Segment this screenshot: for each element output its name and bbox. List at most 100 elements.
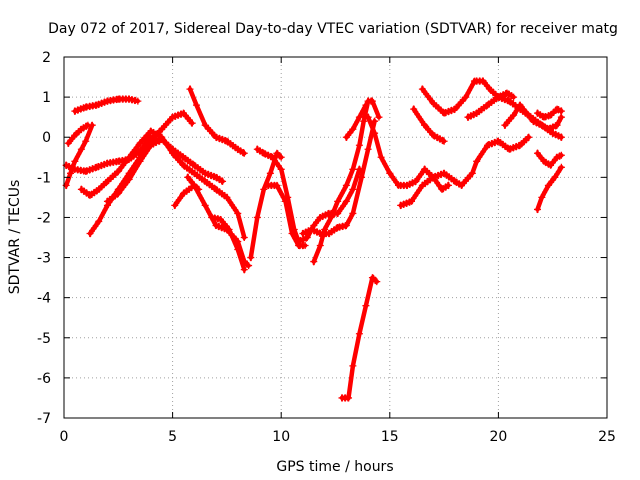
- data-point: [538, 121, 546, 129]
- series-arc-18: [342, 101, 370, 141]
- y-tick-label: -7: [37, 411, 51, 427]
- series-marker-trail: [345, 106, 367, 141]
- data-point: [397, 201, 405, 209]
- series-marker-trail: [536, 168, 563, 214]
- series-marker-trail: [89, 114, 194, 238]
- series-line: [63, 134, 162, 174]
- data-point: [410, 105, 418, 113]
- series-arc-25: [533, 105, 565, 121]
- data-point: [192, 101, 200, 109]
- data-point: [260, 185, 268, 193]
- data-point: [316, 242, 324, 250]
- data-point: [190, 161, 198, 169]
- data-point: [179, 153, 187, 161]
- data-point: [186, 85, 194, 93]
- series-arc-22: [410, 105, 448, 145]
- data-point: [125, 95, 133, 103]
- data-point: [273, 181, 281, 189]
- data-point: [349, 362, 357, 370]
- series-marker-trail: [267, 181, 307, 245]
- data-point: [310, 258, 318, 266]
- series-marker-trail: [312, 102, 380, 266]
- series-arc-14: [264, 181, 309, 250]
- series-marker-trail: [188, 85, 246, 152]
- data-point: [134, 97, 142, 105]
- data-point: [484, 101, 492, 109]
- data-point: [418, 181, 426, 189]
- data-point: [440, 137, 448, 145]
- data-point: [240, 149, 248, 157]
- data-point: [355, 141, 363, 149]
- data-point: [473, 157, 481, 165]
- data-point: [103, 97, 111, 105]
- data-point: [212, 173, 220, 181]
- series-arc-24: [501, 100, 565, 134]
- data-point: [179, 189, 187, 197]
- data-point: [95, 185, 103, 193]
- data-point: [216, 215, 224, 223]
- data-point: [429, 173, 437, 181]
- series-marker-trail: [256, 145, 361, 241]
- series-arc-01: [62, 121, 96, 190]
- data-point: [486, 85, 494, 93]
- data-point: [334, 223, 342, 231]
- data-point: [557, 163, 565, 171]
- data-point: [371, 117, 379, 125]
- data-point: [77, 145, 85, 153]
- data-point: [408, 197, 416, 205]
- series-arc-17: [338, 272, 381, 402]
- axis-ticks: 0 5 10 15 20 25 -7 -6 -5 -4 -3 -2 -1 0 1 2: [37, 50, 616, 445]
- data-point: [533, 109, 541, 117]
- y-tick-label: -1: [37, 170, 51, 186]
- series-marker-trail: [301, 117, 376, 233]
- data-point: [371, 129, 379, 137]
- data-point: [451, 177, 459, 185]
- data-point: [375, 113, 383, 121]
- series-marker-trail: [186, 173, 250, 265]
- x-tick-label: 5: [168, 429, 177, 445]
- series-line: [248, 151, 284, 260]
- y-tick-label: 1: [42, 90, 51, 106]
- data-point: [544, 181, 552, 189]
- data-point: [86, 229, 94, 237]
- data-point: [368, 274, 376, 282]
- data-point: [501, 121, 509, 129]
- data-point: [368, 97, 376, 105]
- data-point: [308, 225, 316, 233]
- data-point: [316, 213, 324, 221]
- x-tick-label: 20: [489, 429, 507, 445]
- data-point: [334, 197, 342, 205]
- y-tick-label: 2: [42, 50, 51, 66]
- data-point: [338, 394, 346, 402]
- data-point: [86, 191, 94, 199]
- data-point: [438, 185, 446, 193]
- data-point: [158, 135, 166, 143]
- data-point: [544, 125, 552, 133]
- data-point: [342, 221, 350, 229]
- data-point: [551, 173, 559, 181]
- series-line: [411, 106, 447, 144]
- data-point: [301, 242, 309, 250]
- series-arc-03: [64, 121, 92, 147]
- data-point: [71, 165, 79, 173]
- data-point: [349, 165, 357, 173]
- data-point: [240, 266, 248, 274]
- data-point: [82, 167, 90, 175]
- data-point: [484, 141, 492, 149]
- series-marker-trail: [412, 105, 446, 140]
- series-marker-trail: [106, 140, 224, 206]
- series-marker-trail: [536, 163, 563, 208]
- data-point: [147, 141, 155, 149]
- data-point: [349, 125, 357, 133]
- data-point: [93, 101, 101, 109]
- data-point: [355, 113, 363, 121]
- data-point: [505, 145, 513, 153]
- series-arc-19: [364, 113, 452, 194]
- data-point: [362, 101, 370, 109]
- data-point: [494, 93, 502, 101]
- series-line: [344, 102, 369, 140]
- data-point: [358, 173, 366, 181]
- data-point: [240, 234, 248, 241]
- data-point: [93, 163, 101, 171]
- data-point: [327, 213, 335, 221]
